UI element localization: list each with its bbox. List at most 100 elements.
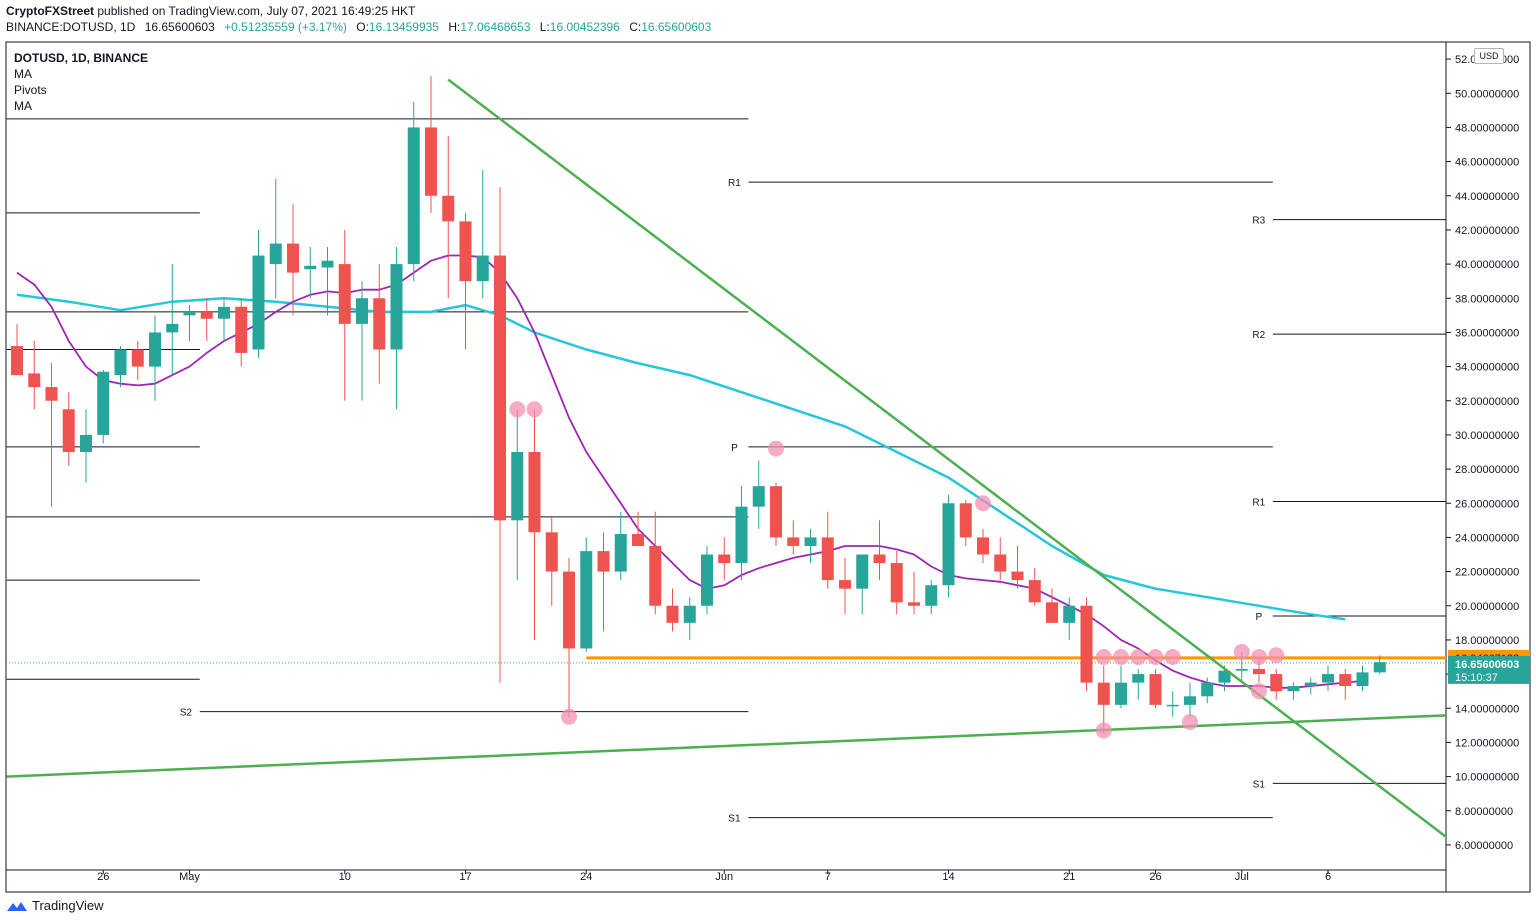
- candle-body: [442, 195, 455, 222]
- candle-body: [252, 255, 265, 350]
- pivot-label: S1: [1253, 779, 1266, 790]
- y-tick-label: 12.00000000: [1455, 737, 1519, 749]
- candle-body: [1132, 674, 1145, 683]
- close-label: C:: [629, 20, 642, 34]
- y-tick-label: 34.00000000: [1455, 362, 1519, 374]
- x-tick-label: 7: [825, 871, 831, 883]
- candle-body: [959, 503, 972, 538]
- candle-body: [304, 265, 317, 270]
- y-tick-label: 20.00000000: [1455, 601, 1519, 613]
- candle-body: [890, 563, 903, 603]
- candle-body: [683, 605, 696, 623]
- x-tick-label: 6: [1325, 871, 1331, 883]
- last-price: 16.65600603: [144, 20, 215, 34]
- candle-body: [390, 264, 403, 350]
- x-tick-label: 17: [459, 871, 471, 883]
- candle-body: [701, 554, 713, 606]
- touch-marker: [1251, 649, 1267, 665]
- open-label: O:: [356, 20, 369, 34]
- legend-ma-1[interactable]: MA: [14, 67, 32, 81]
- trend-line: [6, 714, 1446, 778]
- pivot-label: R1: [1252, 498, 1265, 509]
- candle-body: [45, 387, 58, 401]
- indicator-legend: DOTUSD, 1D, BINANCE MA Pivots MA: [14, 50, 148, 114]
- touch-marker: [526, 401, 543, 418]
- x-tick-label: 10: [339, 871, 351, 883]
- touch-marker: [1130, 649, 1147, 665]
- y-tick-label: 8.00000000: [1455, 806, 1513, 818]
- x-tick-label: Jul: [1235, 871, 1249, 883]
- chart-frame: [5, 41, 1531, 893]
- touch-marker: [1164, 649, 1181, 665]
- x-tick-label: 14: [942, 871, 954, 883]
- candle-body: [735, 506, 748, 564]
- pivot-label: S1: [728, 814, 741, 825]
- candle-body: [28, 373, 41, 388]
- legend-pivots[interactable]: Pivots: [14, 83, 47, 97]
- y-tick-label: 30.00000000: [1455, 430, 1519, 442]
- x-tick-label: May: [179, 871, 200, 883]
- y-tick-label: 44.00000000: [1455, 191, 1519, 203]
- symbol-line: BINANCE:DOTUSD, 1D: [6, 20, 136, 34]
- candle-body: [114, 349, 127, 376]
- candle-body: [459, 221, 472, 282]
- candle-body: [528, 452, 541, 533]
- x-tick-label: 26: [1149, 871, 1161, 883]
- candle-body: [1063, 605, 1076, 623]
- y-tick-label: 46.00000000: [1455, 157, 1519, 169]
- tradingview-footer: TradingView: [6, 898, 104, 913]
- y-tick-label: 50.00000000: [1455, 88, 1519, 100]
- candle-body: [235, 306, 248, 353]
- candle-body: [632, 534, 644, 546]
- low-value: 16.00452396: [549, 20, 620, 34]
- candle-body: [321, 260, 334, 268]
- candle-body: [563, 571, 575, 649]
- candle-body: [1046, 602, 1058, 623]
- candle-body: [356, 298, 368, 324]
- y-tick-label: 36.00000000: [1455, 327, 1519, 339]
- candle-body: [1080, 605, 1093, 683]
- trend-line: [447, 78, 1446, 839]
- candle-body: [666, 605, 679, 623]
- touch-marker: [561, 708, 577, 725]
- candle-body: [1322, 674, 1334, 683]
- candle-body: [804, 537, 817, 546]
- plot-area: [6, 76, 1446, 839]
- candle-body: [1373, 662, 1386, 673]
- candle-body: [1356, 672, 1369, 687]
- publisher-name: CryptoFXStreet: [6, 4, 95, 18]
- candle-body: [131, 349, 144, 367]
- candle-body: [149, 332, 161, 367]
- candle-body: [580, 551, 593, 649]
- candle-body: [1287, 686, 1300, 692]
- currency-badge[interactable]: USD: [1474, 48, 1504, 64]
- candle-body: [942, 503, 955, 586]
- candle-body: [218, 306, 230, 319]
- candle-body: [80, 434, 92, 452]
- touch-marker: [1182, 713, 1198, 730]
- ma-slow-line: [16, 293, 1346, 621]
- candle-body: [597, 551, 610, 572]
- touch-marker: [768, 440, 784, 457]
- candle-body: [821, 537, 834, 581]
- candle-body: [787, 537, 800, 546]
- y-tick-label: 10.00000000: [1455, 772, 1519, 784]
- x-tick-label: Jun: [715, 871, 733, 883]
- pivot-label: R1: [728, 178, 741, 189]
- candle-body: [407, 127, 420, 265]
- candle-body: [269, 243, 282, 265]
- candle-body: [1011, 571, 1024, 581]
- tradingview-logo-icon: [7, 901, 27, 911]
- candle-body: [977, 537, 989, 555]
- pivot-label: P: [731, 443, 738, 454]
- bar-countdown-label: 15:10:37: [1455, 672, 1498, 684]
- legend-ma-2[interactable]: MA: [14, 99, 32, 113]
- pivot-label: S2: [180, 708, 193, 719]
- y-tick-label: 18.00000000: [1455, 635, 1519, 647]
- candle-body: [545, 532, 558, 572]
- candle-body: [908, 602, 920, 606]
- candle-body: [1304, 682, 1317, 687]
- y-tick-label: 14.00000000: [1455, 703, 1519, 715]
- pivot-label: R3: [1252, 216, 1265, 227]
